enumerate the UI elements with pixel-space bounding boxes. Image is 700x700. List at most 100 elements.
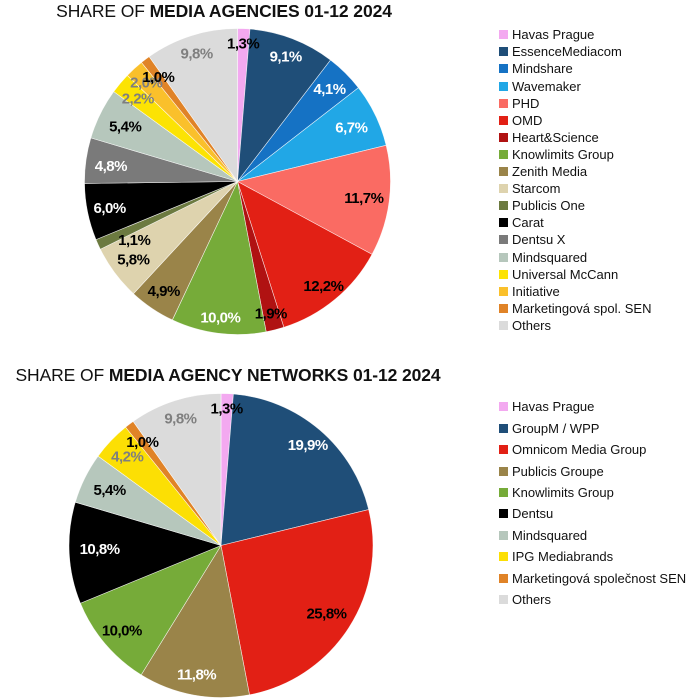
pie-slice-essencemediacom <box>237 28 331 182</box>
legend-item-starcom: Starcom <box>499 180 651 197</box>
legend-item-marketingov-spole-nost-sen: Marketingová společnost SEN <box>499 567 686 588</box>
pie-label-others: 9,8% <box>164 410 196 427</box>
legend-swatch-others <box>499 595 508 604</box>
pie-slice-dentsu <box>68 501 222 604</box>
legend-label-essencemediacom: EssenceMediacom <box>512 44 622 60</box>
legend-label-mindshare: Mindshare <box>512 61 573 77</box>
legend-item-publicis-groupe: Publicis Groupe <box>499 460 686 481</box>
legend-item-omnicom-media-group: Omnicom Media Group <box>499 439 686 460</box>
legend-label-others: Others <box>512 592 552 607</box>
pie-slice-omnicom-media-group <box>220 509 374 696</box>
legend-label-wavemaker: Wavemaker <box>512 78 581 94</box>
legend-swatch-omd <box>499 115 508 125</box>
pie-label-publicis-one: 1,1% <box>118 232 150 249</box>
legend-label-marketingov-spole-nost-sen: Marketingová společnost SEN <box>512 570 687 586</box>
pie-label-knowlimits-group: 10,0% <box>102 622 142 639</box>
chart-title-bold-text: MEDIA AGENCY NETWORKS 01-12 2024 <box>108 365 441 385</box>
legend-label-ipg-mediabrands: IPG Mediabrands <box>512 549 614 565</box>
pie-label-starcom: 5,8% <box>117 251 149 268</box>
legend-swatch-knowlimits-group <box>499 149 508 159</box>
legend-item-phd: PHD <box>499 95 651 112</box>
legend-item-essencemediacom: EssenceMediacom <box>499 43 651 60</box>
legend-label-starcom: Starcom <box>512 181 561 197</box>
legend-label-havas-prague: Havas Prague <box>512 27 595 43</box>
legend-item-havas-prague: Havas Prague <box>499 396 686 417</box>
legend-label-knowlimits-group: Knowlimits Group <box>512 485 614 501</box>
legend-label-publicis-groupe: Publicis Groupe <box>512 463 604 479</box>
legend-swatch-omnicom-media-group <box>499 445 508 455</box>
legend-swatch-knowlimits-group <box>499 488 508 498</box>
legend-label-heart-science: Heart&Science <box>512 129 599 145</box>
pie-label-marketingov-spol-sen: 1,0% <box>142 69 174 86</box>
pie-label-publicis-groupe: 11,8% <box>177 666 216 683</box>
pie-label-omnicom-media-group: 25,8% <box>306 606 346 623</box>
pie-slice-knowlimits-group <box>172 181 267 335</box>
legend-label-omd: OMD <box>512 112 543 128</box>
legend-swatch-starcom <box>499 184 508 194</box>
legend-swatch-universal-mccann <box>499 269 508 279</box>
pie-label-dentsu-x: 4,8% <box>95 158 127 175</box>
chart-title-regular-text: SHARE OF <box>15 365 109 385</box>
pie-label-havas-prague: 1,3% <box>227 35 259 52</box>
chart-title-media-agencies: SHARE OF MEDIA AGENCIES 01-12 2024 <box>56 2 392 20</box>
legend-label-omnicom-media-group: Omnicom Media Group <box>512 442 647 458</box>
legend-label-phd: PHD <box>512 95 540 111</box>
legend-swatch-mindsquared <box>499 530 508 540</box>
legend-swatch-carat <box>499 218 508 228</box>
pie-label-essencemediacom: 9,1% <box>270 49 302 66</box>
legend-label-zenith-media: Zenith Media <box>512 164 588 180</box>
pie-slice-publicis-groupe <box>140 545 250 698</box>
pie-label-omd: 12,2% <box>303 278 343 295</box>
legend-item-knowlimits-group: Knowlimits Group <box>499 482 686 503</box>
legend-swatch-mindsquared <box>499 252 508 262</box>
legend-swatch-essencemediacom <box>499 47 508 57</box>
legend-label-dentsu-x: Dentsu X <box>512 232 566 248</box>
legend-label-mindsquared: Mindsquared <box>512 249 588 265</box>
pie-label-mindsquared: 5,4% <box>93 482 125 499</box>
legend-swatch-dentsu-x <box>499 235 508 245</box>
legend-media-agencies: Havas Prague EssenceMediacom Mindshare Wave… <box>499 26 651 334</box>
legend-item-initiative: Initiative <box>499 283 651 300</box>
legend-label-havas-prague: Havas Prague <box>512 399 595 415</box>
legend-swatch-havas-prague <box>499 30 508 40</box>
legend-swatch-ipg-mediabrands <box>499 552 508 562</box>
pie-slice-phd <box>237 145 391 255</box>
pie-label-marketingov-spole-nost-sen: 1,0% <box>126 434 158 451</box>
legend-swatch-others <box>499 320 508 330</box>
legend-label-universal-mccann: Universal McCann <box>512 266 619 282</box>
pie-slice-groupm-wpp <box>220 393 369 546</box>
legend-swatch-publicis-groupe <box>499 466 508 476</box>
pie-label-carat: 6,0% <box>94 200 126 217</box>
legend-item-universal-mccann: Universal McCann <box>499 266 651 283</box>
legend-swatch-marketingov-spole-nost-sen <box>499 573 508 583</box>
legend-item-others: Others <box>499 589 686 610</box>
legend-label-groupm-wpp: GroupM / WPP <box>512 420 600 436</box>
legend-label-publicis-one: Publicis One <box>512 198 585 214</box>
chart-title-media-agency-networks: SHARE OF MEDIA AGENCY NETWORKS 01-12 202… <box>15 366 440 384</box>
pie-slice-omd <box>237 181 373 328</box>
pie-label-havas-prague: 1,3% <box>211 400 243 417</box>
pie-label-others: 9,8% <box>181 45 213 62</box>
pie-label-heart-science: 1,9% <box>255 305 287 322</box>
pie-slice-others <box>148 28 238 182</box>
legend-swatch-wavemaker <box>499 81 508 91</box>
legend-label-others: Others <box>512 317 552 333</box>
legend-label-marketingov-spol-sen: Marketingová spol. SEN <box>512 300 652 316</box>
legend-item-carat: Carat <box>499 214 651 231</box>
pie-label-zenith-media: 4,9% <box>148 283 180 300</box>
legend-swatch-dentsu <box>499 509 508 519</box>
pie-label-knowlimits-group: 10,0% <box>200 310 240 327</box>
pie-label-universal-mccann: 2,2% <box>122 90 154 107</box>
legend-swatch-groupm-wpp <box>499 423 508 433</box>
legend-swatch-phd <box>499 98 508 108</box>
pie-slice-knowlimits-group <box>80 545 222 676</box>
legend-label-carat: Carat <box>512 215 544 231</box>
legend-item-ipg-mediabrands: IPG Mediabrands <box>499 546 686 567</box>
legend-swatch-heart-science <box>499 132 508 142</box>
legend-item-knowlimits-group: Knowlimits Group <box>499 146 651 163</box>
legend-item-havas-prague: Havas Prague <box>499 26 651 43</box>
legend-item-omd: OMD <box>499 112 651 129</box>
